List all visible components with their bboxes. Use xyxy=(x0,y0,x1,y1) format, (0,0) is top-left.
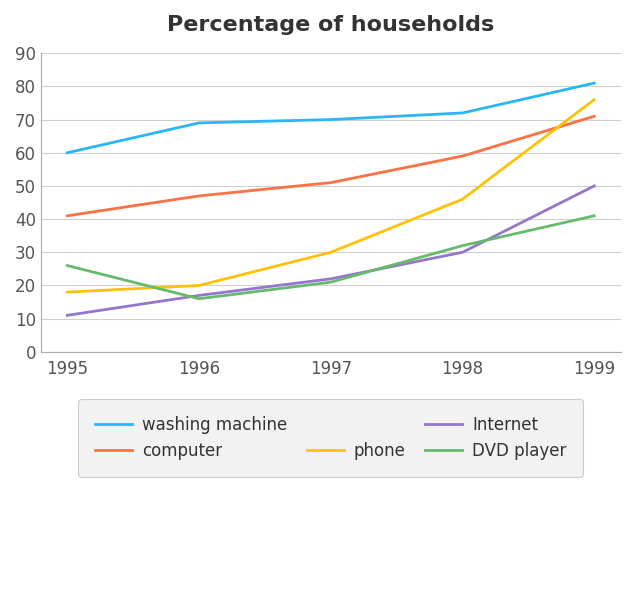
Title: Percentage of households: Percentage of households xyxy=(167,15,495,35)
Legend: washing machine, computer, , phone, Internet, DVD player: washing machine, computer, , phone, Inte… xyxy=(78,399,583,477)
